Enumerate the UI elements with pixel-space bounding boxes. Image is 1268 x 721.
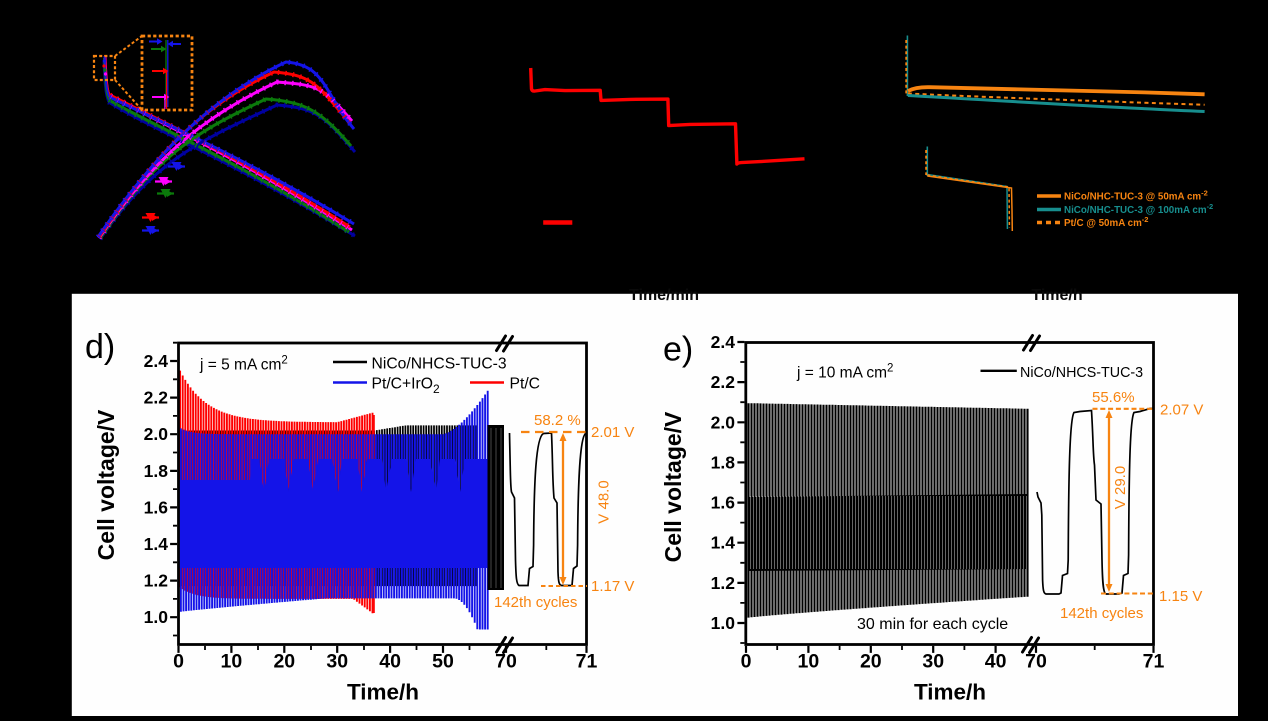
- svg-text:1.15 V: 1.15 V: [1159, 588, 1202, 605]
- svg-text:NiCo/NHC-TUC-3 @ 100mA cm-2: NiCo/NHC-TUC-3 @ 100mA cm-2: [1064, 202, 1213, 216]
- svg-text:55.6%: 55.6%: [1092, 389, 1135, 406]
- svg-text:1.6: 1.6: [144, 497, 169, 517]
- svg-text:Pt/C @ 50mA cm-2: Pt/C @ 50mA cm-2: [1064, 215, 1148, 229]
- svg-text:1.0: 1.0: [711, 613, 736, 633]
- svg-text:NiCo/NHCS-TUC-3: NiCo/NHCS-TUC-3: [372, 356, 507, 373]
- svg-text:V 48.0: V 48.0: [596, 480, 613, 523]
- svg-text:1.4: 1.4: [711, 533, 736, 553]
- svg-text:142th cycles: 142th cycles: [494, 594, 577, 611]
- svg-text:e): e): [663, 331, 693, 369]
- svg-text:10: 10: [221, 651, 243, 673]
- svg-text:j = 10 mA cm2: j = 10 mA cm2: [796, 363, 893, 382]
- svg-text:Time/h: Time/h: [347, 680, 419, 705]
- svg-text:1.6: 1.6: [711, 493, 736, 513]
- svg-text:Cell voltage/V: Cell voltage/V: [660, 411, 686, 562]
- svg-text:1.0: 1.0: [144, 607, 169, 627]
- svg-text:142th cycles: 142th cycles: [1060, 605, 1143, 622]
- svg-text:0: 0: [741, 651, 752, 673]
- svg-text:71: 71: [576, 651, 598, 673]
- svg-text:V 29.0: V 29.0: [1112, 466, 1129, 509]
- svg-text:2.4: 2.4: [144, 351, 169, 371]
- svg-text:70: 70: [1025, 651, 1047, 673]
- svg-text:1.2: 1.2: [711, 573, 736, 593]
- svg-text:Cell voltage/V: Cell voltage/V: [93, 409, 119, 560]
- svg-text:1.4: 1.4: [144, 534, 169, 554]
- svg-text:NiCo/NHCS-TUC-3: NiCo/NHCS-TUC-3: [1020, 365, 1143, 381]
- svg-text:2.0: 2.0: [144, 424, 169, 444]
- svg-text:2.2: 2.2: [711, 372, 736, 392]
- svg-text:0: 0: [173, 651, 184, 673]
- svg-text:30 min for each cycle: 30 min for each cycle: [857, 616, 1008, 633]
- svg-text:d): d): [85, 328, 115, 366]
- svg-text:1.8: 1.8: [711, 452, 736, 472]
- svg-text:1.2: 1.2: [144, 571, 169, 591]
- svg-text:1.17 V: 1.17 V: [591, 578, 634, 595]
- svg-text:2.4: 2.4: [711, 332, 736, 352]
- svg-text:j = 5 mA cm2: j = 5 mA cm2: [199, 355, 288, 374]
- svg-text:2.01 V: 2.01 V: [591, 424, 634, 441]
- svg-text:Pt/C+IrO2: Pt/C+IrO2: [372, 376, 440, 397]
- svg-text:2.0: 2.0: [711, 412, 736, 432]
- svg-text:30: 30: [326, 651, 348, 673]
- svg-text:30: 30: [922, 651, 944, 673]
- svg-text:Pt/C: Pt/C: [510, 376, 541, 393]
- svg-text:20: 20: [860, 651, 882, 673]
- svg-text:70: 70: [495, 651, 517, 673]
- svg-text:58.2 %: 58.2 %: [534, 412, 581, 429]
- svg-text:Time/min: Time/min: [629, 287, 699, 304]
- svg-text:1.8: 1.8: [144, 461, 169, 481]
- svg-text:40: 40: [379, 651, 401, 673]
- svg-text:Time/h: Time/h: [1031, 287, 1082, 304]
- svg-text:10: 10: [798, 651, 820, 673]
- svg-text:2.2: 2.2: [144, 388, 169, 408]
- svg-text:71: 71: [1143, 651, 1165, 673]
- svg-text:NiCo/NHC-TUC-3 @ 50mA cm-2: NiCo/NHC-TUC-3 @ 50mA cm-2: [1064, 189, 1208, 203]
- svg-text:20: 20: [273, 651, 295, 673]
- svg-text:40: 40: [985, 651, 1007, 673]
- svg-text:2.07 V: 2.07 V: [1160, 402, 1203, 419]
- svg-text:50: 50: [432, 651, 454, 673]
- svg-text:Time/h: Time/h: [914, 680, 986, 705]
